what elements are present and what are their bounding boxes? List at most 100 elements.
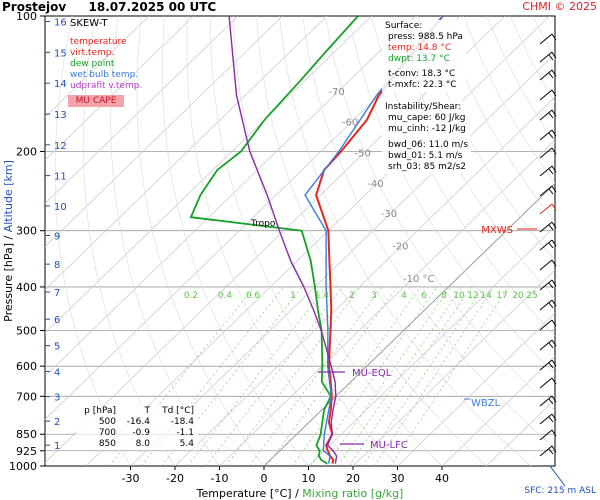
wind-barb-staff [539,203,553,215]
wind-barb-flag [551,147,557,155]
mixing-ratio-label: 8 [441,291,447,301]
table-cell: Td [°C] [162,406,194,416]
mixing-ratio-line [225,286,361,466]
wind-barb-flag [548,398,554,405]
dry-adiabat-line [394,16,555,299]
isotherm-label: -10 °C [403,274,435,285]
surface-value: t-conv: 18.3 °C [388,69,456,79]
wind-barb [539,129,557,141]
wind-barb-staff [539,413,553,425]
wind-barb-flag [548,362,554,369]
wind-barb-staff [539,359,553,371]
mixing-ratio-label: 2 [349,291,355,301]
isotherm-label: -20 [392,241,408,252]
wind-barb-flag [551,259,557,267]
wind-barb-flag [548,112,554,119]
wind-barb-flag [551,89,557,97]
wind-barb [539,89,557,101]
altitude-tick-label: 1 [54,441,60,452]
y-tick-label: 600 [16,360,37,373]
mixing-ratio-label: 0.4 [218,291,233,301]
series-line-wet-bulb-temp- [304,16,444,464]
wind-barb-flag [551,445,557,453]
dry-adiabat-line [136,16,265,466]
wind-barb-staff [539,109,553,121]
wind-barb-staff [539,377,553,389]
mixing-ratio-line [141,286,284,466]
wind-barb-flag [548,242,554,249]
x-tick-label: 10 [302,472,316,485]
isotherm-line [45,16,372,334]
table-row: 500 -16.4 -18.4 [76,417,198,428]
table-header-row: p [hPa] T Td [°C] [76,406,198,417]
table-cell: 500 [98,417,116,427]
wind-barb-flag [548,224,554,231]
wind-barb-flag [551,239,557,247]
mu-cape-badge: MU CAPE [68,95,124,107]
wind-barb-staff [539,165,553,177]
y-tick-label: 400 [16,281,37,294]
surface-value: t-mxfc: 22.3 °C [388,80,457,90]
wind-barb-flag [551,203,557,211]
instability-value: bwd_01: 5.1 m/s [388,151,463,161]
surface-value: press: 988.5 hPa [388,32,463,42]
mixing-ratio-line [249,286,383,466]
y-tick-label: 100 [16,10,37,23]
isotherm-line [45,16,239,204]
x-tick-label: -10 [211,472,229,485]
wind-barb [539,109,557,121]
wind-barb [539,69,557,81]
sounding-datetime: 18.07.2025 00 UTC [88,0,217,14]
wind-barb-flag [551,299,557,307]
table-cell: 850 [98,439,116,449]
wind-barb-flag [551,395,557,403]
station-title: Prostejov 18.07.2025 00 UTC [2,0,216,14]
y-tick-label: 1000 [9,460,37,473]
mixing-ratio-line [362,286,484,466]
wind-barb-flag [551,319,557,327]
mixing-ratio-label: 0.2 [184,291,198,301]
mixing-ratio-label: 6 [421,291,427,301]
x-tick-label: 40 [435,472,449,485]
isotherm-line [130,53,555,466]
table-cell: 8.0 [135,439,150,449]
dry-adiabat-line [209,16,398,466]
x-tick-label: 30 [391,472,405,485]
y-axis-title: Pressure [hPa] / Altitude [km] [2,160,15,322]
levels-table: p [hPa] T Td [°C] 500 -16.4 -18.4 700 -0.9 -1.1 8… [76,406,198,450]
legend-item: temperature [70,37,127,47]
wind-barb-flag [551,51,557,59]
altitude-tick-label: 7 [54,288,60,299]
mixing-ratio-label: 20 [512,291,524,301]
instability-panel: Instability/Shear: mu_cape: 60 J/kg mu_ci… [382,101,472,174]
isotherm-line [352,269,555,466]
wind-barb [539,147,557,159]
mixing-ratio-label: 10 [453,291,465,301]
wind-barb-staff [539,429,553,441]
wind-barb [539,239,557,251]
isotherm-line [263,182,555,466]
mu-lfc-marker: MU-LFC [370,440,408,451]
dry-adiabat-line [186,16,354,466]
plot-area [44,15,556,467]
table-row: 700 -0.9 -1.1 [76,428,198,439]
instability-value: bwd_06: 11.0 m/s [388,140,469,150]
station-name: Prostejov [2,0,67,14]
mixing-ratio-label: 4 [401,291,407,301]
wind-barb-flag [551,359,557,367]
wind-barb-flag [551,279,557,287]
wind-barb-staff [539,147,553,159]
mixing-ratio-label: 17 [496,291,507,301]
wind-barb-staff [539,279,553,291]
altitude-tick-label: 9 [54,231,60,242]
dry-adiabat-line [325,16,555,412]
wind-barb-flag [548,282,554,289]
wind-barb-flag [548,302,554,309]
table-cell: 700 [98,428,116,438]
wbzl-marker: WBZL [471,398,501,409]
x-tick-label: 20 [346,472,360,485]
sfc-height-label: SFC: 215 m ASL [524,486,596,496]
y-tick-label: 200 [16,145,37,158]
wind-barb-flag [548,168,554,175]
